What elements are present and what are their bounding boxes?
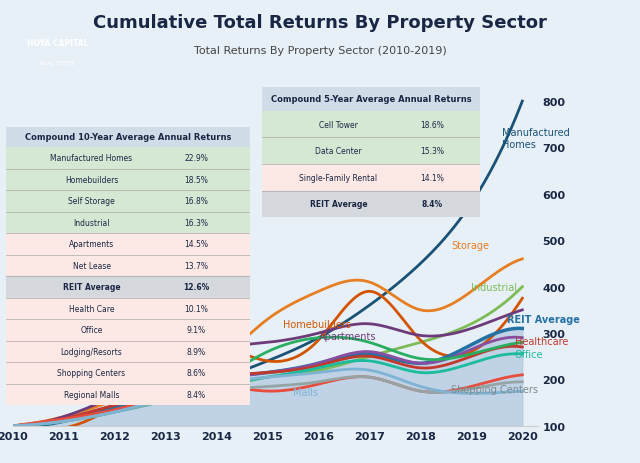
Text: Cumulative Total Returns By Property Sector: Cumulative Total Returns By Property Sec… [93, 14, 547, 32]
Bar [6, 298, 250, 319]
Text: 10.1%: 10.1% [184, 304, 208, 313]
Text: Office: Office [81, 325, 102, 335]
Text: Homebuilders: Homebuilders [65, 175, 118, 185]
Bar [6, 362, 250, 384]
Bar [6, 319, 250, 341]
Text: Manufactured
Homes: Manufactured Homes [502, 128, 570, 150]
Bar [6, 212, 250, 234]
Text: Data Center: Data Center [316, 147, 362, 156]
Text: 18.6%: 18.6% [420, 120, 444, 129]
Bar [6, 127, 250, 148]
Bar [6, 191, 250, 212]
Text: Industrial: Industrial [472, 282, 517, 292]
Text: HOYA CAPITAL: HOYA CAPITAL [27, 39, 88, 48]
Text: Apartments: Apartments [319, 331, 376, 341]
Text: Shopping Centers: Shopping Centers [58, 369, 125, 377]
Text: REIT Average: REIT Average [310, 200, 367, 209]
Bar [262, 138, 480, 164]
Bar [262, 191, 480, 218]
Text: Office: Office [515, 349, 543, 359]
Text: Industrial: Industrial [73, 219, 110, 227]
Text: Manufactured Homes: Manufactured Homes [51, 154, 132, 163]
Bar [262, 164, 480, 191]
Text: Regional Malls: Regional Malls [64, 390, 119, 399]
Text: 13.7%: 13.7% [184, 261, 208, 270]
Text: Cell Tower: Cell Tower [319, 120, 358, 129]
Text: Self Storage: Self Storage [68, 197, 115, 206]
Bar [6, 384, 250, 405]
Text: 18.5%: 18.5% [184, 175, 208, 185]
Text: 22.9%: 22.9% [184, 154, 208, 163]
Bar [262, 112, 480, 138]
Text: REAL ESTATE: REAL ESTATE [40, 61, 76, 65]
Bar [6, 341, 250, 362]
Text: Malls: Malls [293, 388, 318, 398]
Bar [6, 234, 250, 255]
Text: Compound 5-Year Average Annual Returns: Compound 5-Year Average Annual Returns [271, 95, 472, 104]
Text: Healthcare: Healthcare [515, 337, 568, 347]
Text: 8.4%: 8.4% [422, 200, 443, 209]
Bar [6, 276, 250, 298]
Text: Shopping Centers: Shopping Centers [451, 384, 538, 394]
Text: REIT Average: REIT Average [63, 283, 120, 292]
Text: REIT Average: REIT Average [507, 314, 580, 325]
Text: Health Care: Health Care [68, 304, 115, 313]
Text: Storage: Storage [451, 240, 489, 250]
Bar [6, 148, 250, 169]
Text: 16.8%: 16.8% [184, 197, 208, 206]
Text: 12.6%: 12.6% [183, 283, 209, 292]
Text: 14.1%: 14.1% [420, 173, 444, 182]
Text: Total Returns By Property Sector (2010-2019): Total Returns By Property Sector (2010-2… [194, 46, 446, 56]
Text: 16.3%: 16.3% [184, 219, 208, 227]
Text: Net Lease: Net Lease [72, 261, 111, 270]
Text: 8.4%: 8.4% [186, 390, 205, 399]
Text: Compound 10-Year Average Annual Returns: Compound 10-Year Average Annual Returns [25, 133, 231, 142]
Bar [6, 255, 250, 276]
Text: Lodging/Resorts: Lodging/Resorts [61, 347, 122, 356]
Text: Single-Family Rental: Single-Family Rental [300, 173, 378, 182]
Text: Apartments: Apartments [69, 240, 114, 249]
Text: 15.3%: 15.3% [420, 147, 444, 156]
Text: 9.1%: 9.1% [186, 325, 205, 335]
Text: 14.5%: 14.5% [184, 240, 208, 249]
Bar [6, 169, 250, 191]
Bar [262, 88, 480, 112]
Text: 8.9%: 8.9% [186, 347, 205, 356]
Text: Homebuilders: Homebuilders [283, 319, 351, 329]
Text: 8.6%: 8.6% [186, 369, 205, 377]
